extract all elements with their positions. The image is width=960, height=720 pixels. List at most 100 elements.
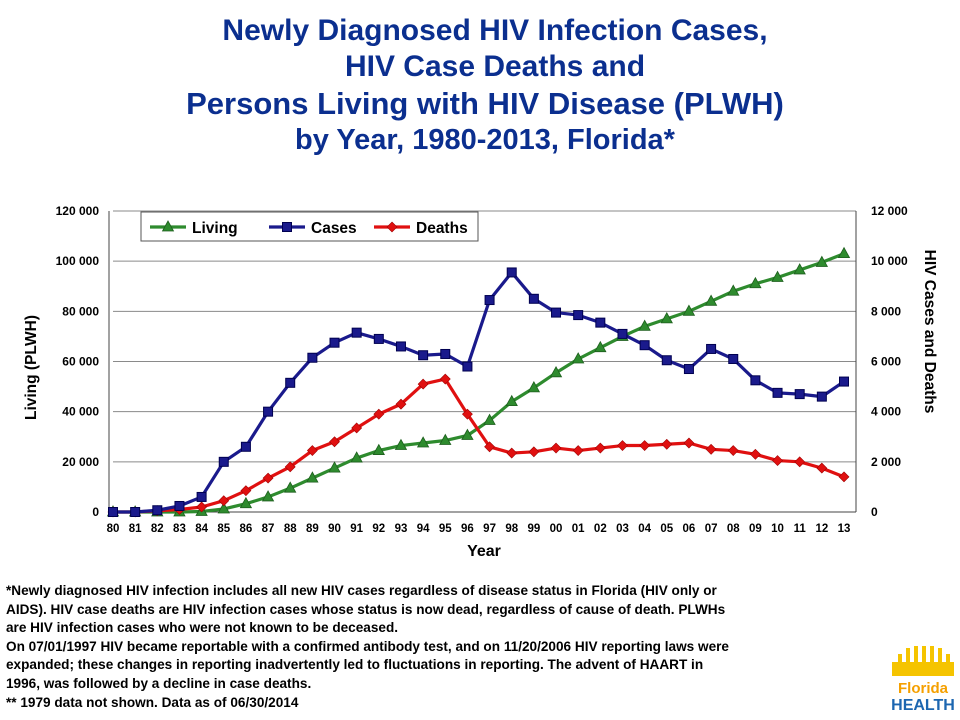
x-tick-label: 08 (727, 523, 740, 535)
x-tick-label: 01 (572, 523, 585, 535)
x-tick-label: 84 (195, 523, 208, 535)
series-living-point (771, 270, 784, 282)
legend-swatch-marker (161, 220, 175, 232)
series-deaths-point (373, 408, 385, 420)
series-living-point (394, 438, 408, 450)
y-left-tick-label: 40 000 (62, 405, 99, 419)
x-tick-label: 97 (483, 523, 496, 535)
x-tick-label: 96 (461, 523, 474, 535)
series-living-point (350, 451, 363, 463)
legend-swatch-marker (386, 221, 398, 233)
series-deaths-point (772, 455, 783, 467)
series-deaths-point (705, 443, 717, 455)
series-cases-point (108, 507, 118, 517)
y-right-tick-label: 6 000 (871, 355, 901, 369)
chart-title-line-1: Newly Diagnosed HIV Infection Cases, (222, 14, 768, 47)
x-tick-label: 93 (395, 523, 408, 535)
series-cases-point (595, 317, 606, 328)
y-left-tick-label: 20 000 (62, 455, 99, 469)
series-living-point (306, 471, 319, 483)
footnote-line: ** 1979 data not shown. Data as of 06/30… (6, 694, 299, 710)
series-cases-point (152, 505, 163, 516)
series-cases-point (263, 406, 274, 417)
series-deaths-point (661, 438, 673, 450)
series-cases-point (484, 295, 495, 306)
x-tick-label: 07 (705, 523, 718, 535)
x-tick-label: 03 (616, 523, 629, 535)
series-cases-point (218, 456, 229, 467)
x-tick-label: 85 (217, 523, 230, 535)
footnote-line: *Newly diagnosed HIV infection includes … (6, 583, 717, 598)
series-cases-point (307, 352, 318, 363)
series-deaths-point (417, 378, 429, 390)
footnotes: *Newly diagnosed HIV infection includes … (6, 582, 886, 712)
series-cases-point (750, 375, 761, 386)
chart-title-line-3: Persons Living with HIV Disease (PLWH) (186, 86, 784, 121)
series-cases-point (816, 391, 827, 402)
series-deaths-point (838, 471, 850, 483)
y-left-tick-label: 0 (92, 505, 99, 519)
chart-title-line-2: HIV Case Deaths and (344, 50, 646, 83)
x-tick-label: 94 (417, 523, 430, 535)
y-left-tick-label: 120 000 (56, 204, 100, 218)
x-tick-label: 92 (372, 523, 385, 535)
series-living-point (594, 340, 607, 353)
x-tick-label: 98 (505, 523, 518, 535)
x-tick-label: 90 (328, 523, 341, 535)
series-cases-point (440, 348, 451, 359)
series-living-point (815, 255, 829, 267)
series-deaths-point (617, 440, 628, 451)
x-tick-label: 87 (262, 523, 275, 535)
x-tick-label: 11 (794, 523, 807, 535)
series-living-point (660, 312, 673, 324)
x-tick-label: 83 (173, 523, 186, 535)
series-living-point (527, 381, 541, 393)
series-deaths-point (528, 446, 540, 458)
series-deaths-point (262, 472, 274, 484)
y-right-tick-label: 12 000 (871, 204, 908, 218)
logo-text-health: HEALTH (891, 697, 955, 714)
footnote-line: 1996, was followed by a decline in case … (6, 675, 312, 691)
x-tick-label: 00 (550, 523, 563, 535)
series-cases-line (113, 270, 845, 514)
series-living-point (439, 433, 452, 445)
series-deaths-point (351, 422, 363, 434)
x-tick-label: 99 (527, 523, 540, 535)
legend-box (140, 211, 479, 242)
series-deaths-point (439, 373, 451, 385)
series-living-point (217, 502, 230, 514)
y-left-tick-label: 100 000 (56, 254, 100, 268)
series-deaths-point (572, 445, 584, 456)
series-deaths-point (461, 408, 473, 420)
series-living-point (483, 413, 496, 425)
series-cases-point (794, 389, 805, 400)
series-deaths-point (683, 437, 695, 449)
series-deaths-point (506, 447, 518, 459)
series-cases-point (706, 343, 717, 354)
series-cases-point (351, 327, 362, 338)
x-tick-label: 89 (306, 523, 319, 535)
sun-rays-icon (892, 646, 954, 676)
logo-text-florida: Florida (898, 680, 949, 697)
y-right-tick-label: 0 (871, 505, 878, 519)
y-right-tick-label: 10 000 (871, 254, 908, 268)
x-tick-label: 05 (660, 523, 673, 535)
series-living-point (372, 443, 385, 455)
footnote-line: On 07/01/1997 HIV became reportable with… (6, 638, 729, 654)
series-cases-point (661, 355, 672, 366)
footnote-line: AIDS). HIV case deaths are HIV infection… (6, 601, 726, 617)
florida-health-logo: Florida HEALTH (891, 646, 955, 714)
series-living-point (505, 394, 518, 407)
x-tick-label: 86 (240, 523, 253, 535)
x-tick-label: 88 (284, 523, 297, 535)
series-deaths-point (550, 442, 562, 454)
series-living-point (328, 461, 341, 473)
series-deaths-point (196, 501, 208, 513)
chart-title-line-4: by Year, 1980-2013, Florida* (295, 124, 675, 156)
series-living-point (416, 436, 430, 448)
series-cases-point (639, 340, 650, 351)
series-deaths-point (727, 445, 739, 456)
series-cases-point (373, 333, 384, 344)
series-cases-point (174, 500, 185, 511)
